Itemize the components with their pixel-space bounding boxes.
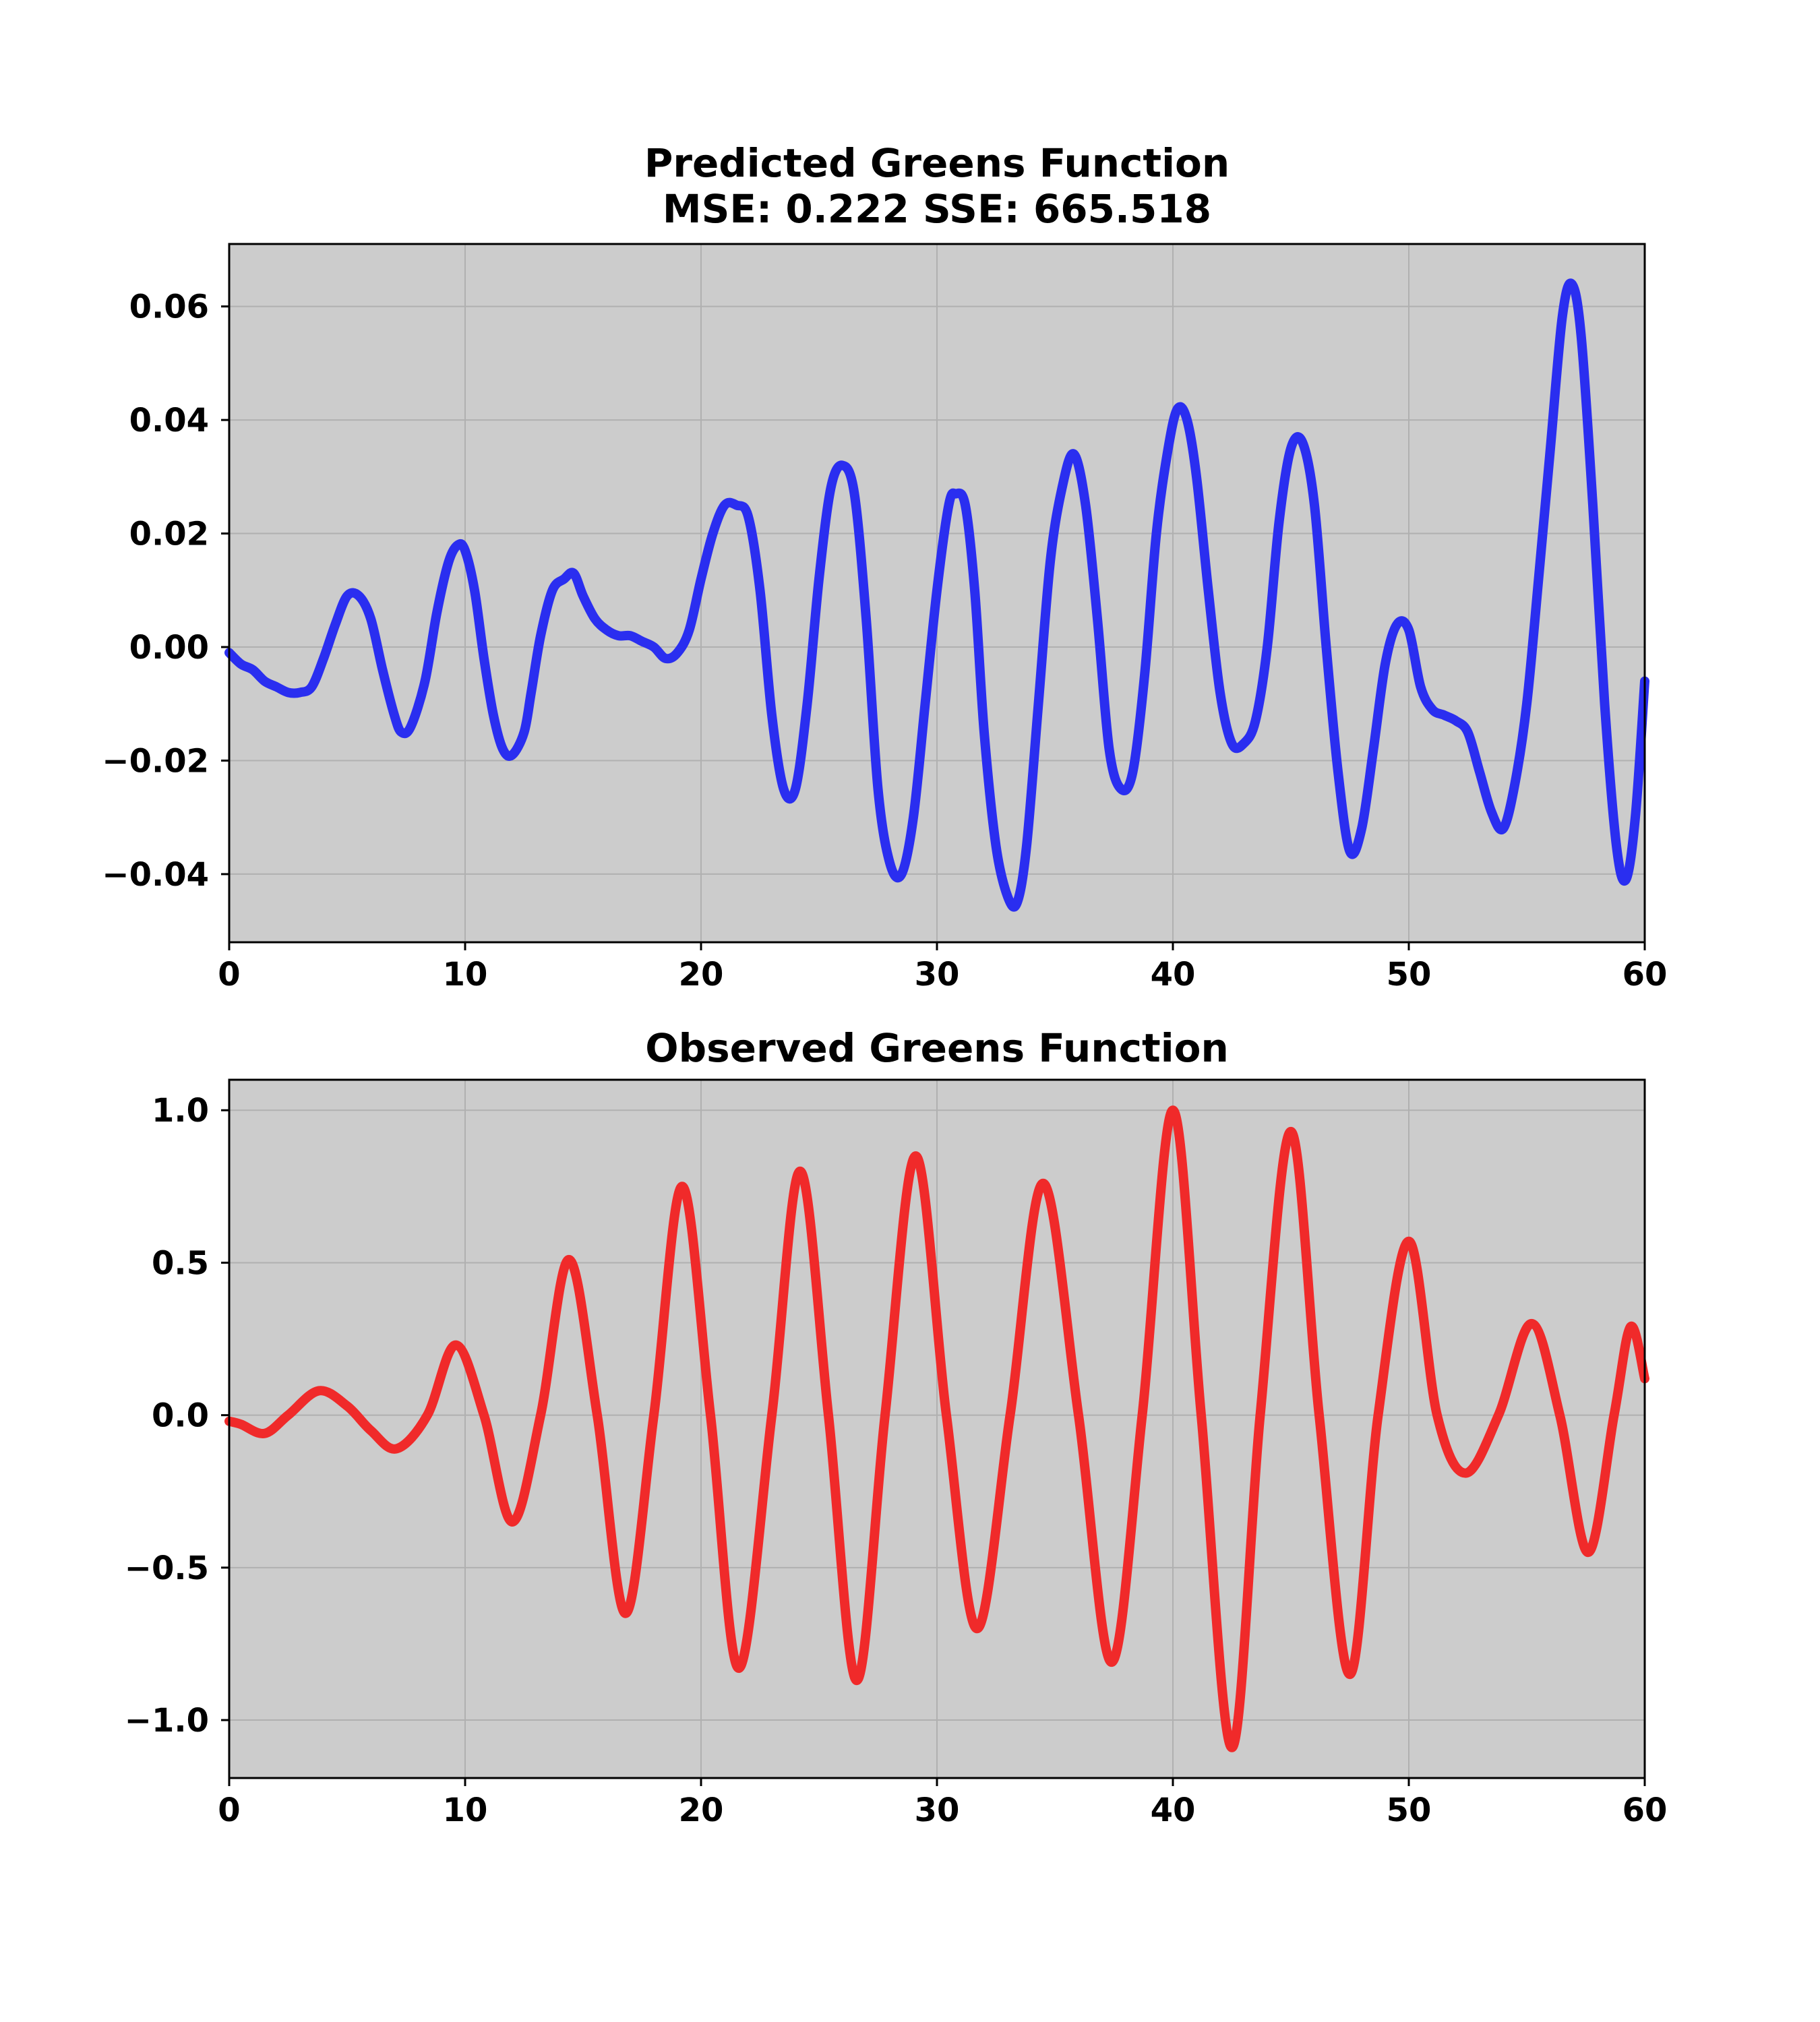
y-tick-label: −0.04 (102, 856, 209, 894)
y-tick-label: 0.04 (129, 402, 209, 439)
x-tick-label: 20 (679, 1791, 724, 1829)
predicted-series-group (224, 278, 1649, 912)
predicted-panel: Predicted Greens Function MSE: 0.222 SSE… (102, 140, 1667, 993)
y-tick-label: 0.5 (152, 1244, 209, 1282)
y-tick-label: 0.0 (152, 1397, 209, 1435)
observed-series-group (224, 1105, 1649, 1752)
observed-title: Observed Greens Function (645, 1025, 1228, 1071)
observed-panel: Observed Greens Function 0 10 20 30 40 50 60 −1… (125, 1025, 1668, 1829)
x-tick-label: 0 (218, 956, 240, 993)
observed-ticks: 0 10 20 30 40 50 60 −1.0 −0.5 0.0 0.5 1.0 (125, 1092, 1668, 1829)
x-tick-label: 40 (1151, 956, 1196, 993)
x-tick-label: 20 (679, 956, 724, 993)
x-tick-label: 60 (1622, 1791, 1668, 1829)
y-tick-label: −0.02 (102, 742, 209, 780)
x-tick-label: 10 (443, 1791, 488, 1829)
x-tick-label: 50 (1387, 956, 1432, 993)
x-tick-label: 30 (915, 956, 960, 993)
y-tick-label: 0.02 (129, 516, 209, 553)
x-tick-label: 60 (1622, 956, 1668, 993)
x-tick-label: 10 (443, 956, 488, 993)
y-tick-label: −1.0 (125, 1702, 209, 1740)
y-tick-label: 1.0 (152, 1092, 209, 1130)
observed-series-line (224, 1105, 1649, 1752)
x-tick-label: 40 (1151, 1791, 1196, 1829)
y-tick-label: −0.5 (125, 1550, 209, 1587)
x-tick-label: 30 (915, 1791, 960, 1829)
x-tick-label: 50 (1387, 1791, 1432, 1829)
y-tick-label: 0.06 (129, 288, 209, 326)
y-tick-label: 0.00 (129, 629, 209, 667)
predicted-series-line (224, 278, 1649, 912)
predicted-subtitle: MSE: 0.222 SSE: 665.518 (663, 186, 1211, 232)
predicted-ticks: 0 10 20 30 40 50 60 −0.04 −0.02 0.00 0.02 0.04 0.06 (102, 288, 1667, 993)
x-tick-label: 0 (218, 1791, 240, 1829)
predicted-title: Predicted Greens Function (644, 140, 1230, 186)
